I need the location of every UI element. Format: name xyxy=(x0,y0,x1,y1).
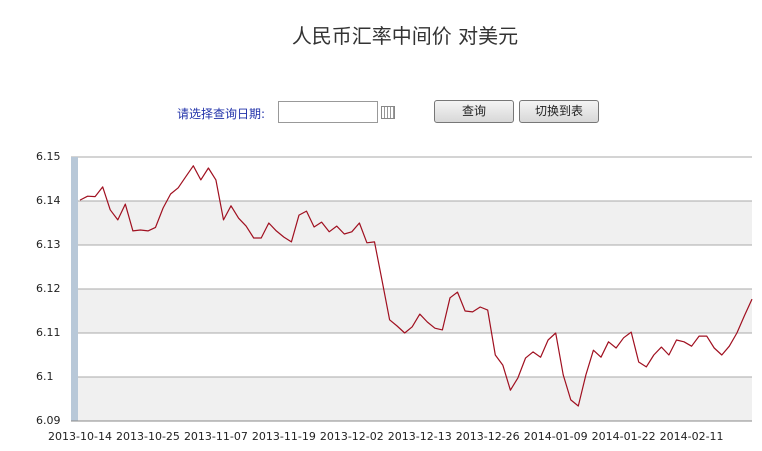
page-title: 人民币汇率中间价 对美元 xyxy=(291,24,519,48)
y-tick-label: 6.13 xyxy=(36,238,61,251)
x-tick-label: 2013-11-07 xyxy=(184,430,248,443)
plot-band xyxy=(78,289,752,333)
y-tick-label: 6.09 xyxy=(36,414,61,427)
plot-band xyxy=(78,377,752,421)
date-label: 请选择查询日期: xyxy=(176,107,265,121)
x-tick-label: 2014-02-11 xyxy=(660,430,724,443)
x-tick-label: 2014-01-09 xyxy=(524,430,588,443)
line-series xyxy=(79,165,753,407)
x-tick-label: 2013-12-13 xyxy=(388,430,452,443)
x-tick-label: 2013-12-02 xyxy=(320,430,384,443)
y-axis-bar xyxy=(71,157,78,421)
y-tick-label: 6.12 xyxy=(36,282,61,295)
y-tick-label: 6.15 xyxy=(36,150,61,163)
y-tick-label: 6.11 xyxy=(36,326,61,339)
date-input[interactable] xyxy=(278,101,378,123)
y-tick-label: 6.1 xyxy=(36,370,54,383)
switch-button[interactable]: 切换到表 xyxy=(519,100,599,123)
x-tick-label: 2013-11-19 xyxy=(252,430,316,443)
x-tick-label: 2014-01-22 xyxy=(592,430,656,443)
plot-band xyxy=(78,201,752,245)
y-tick-label: 6.14 xyxy=(36,194,61,207)
x-tick-label: 2013-10-25 xyxy=(116,430,180,443)
calendar-icon[interactable] xyxy=(381,106,395,119)
x-tick-label: 2013-10-14 xyxy=(48,430,112,443)
query-button[interactable]: 查询 xyxy=(434,100,514,123)
x-tick-label: 2013-12-26 xyxy=(456,430,520,443)
